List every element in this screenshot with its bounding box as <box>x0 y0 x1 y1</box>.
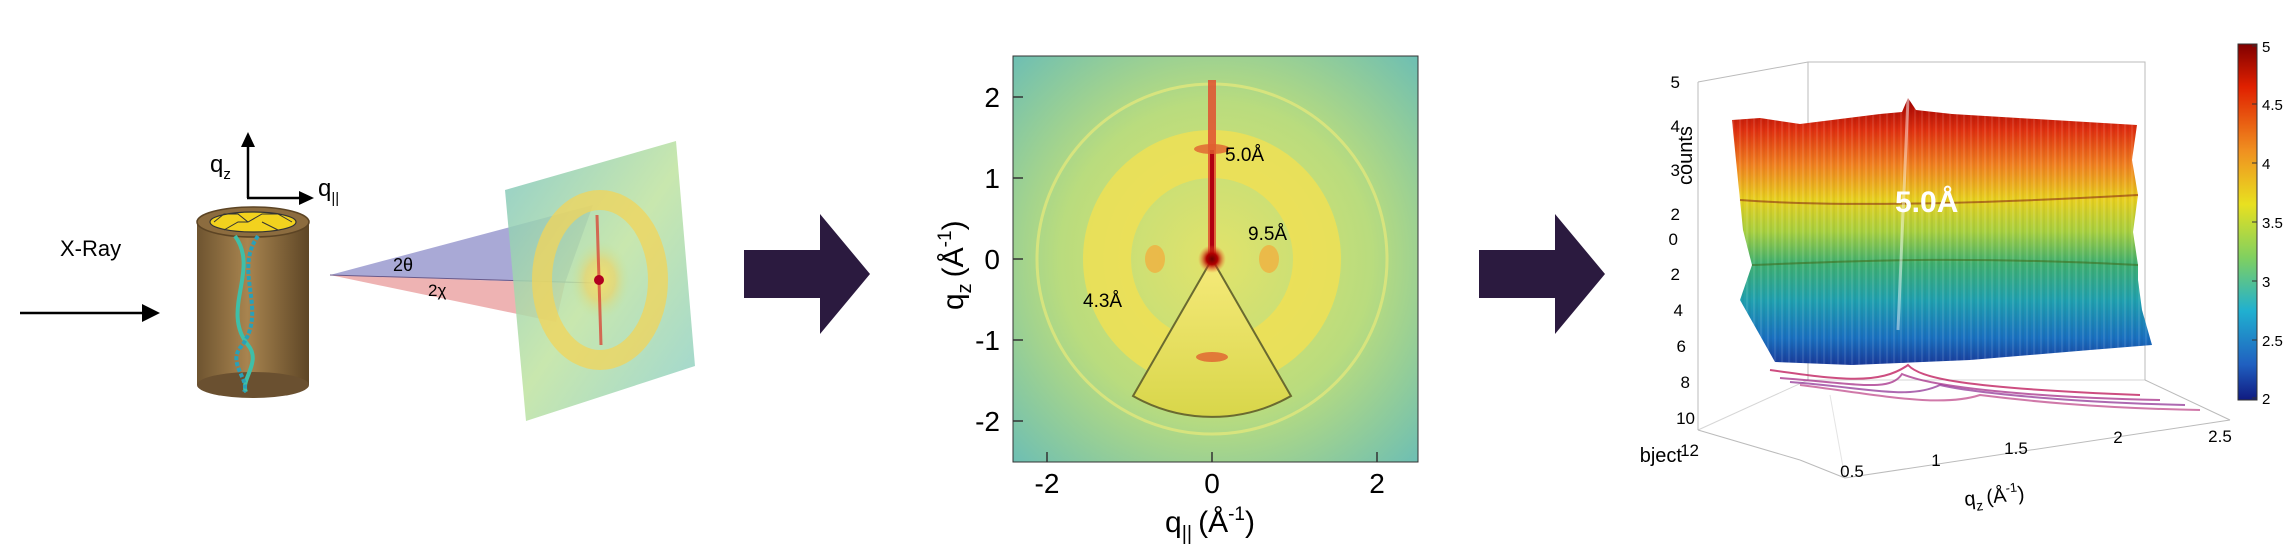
meridional-arc-bottom <box>1196 352 1228 362</box>
z-axis-label: counts <box>1675 126 1697 185</box>
diffraction-map: 5.0Å 9.5Å 4.3Å -2 0 2 2 1 0 -1 -2 q|| (Å-… <box>935 55 1419 545</box>
sample-cylinder <box>196 206 310 398</box>
colorbar-tick-label: 2 <box>2262 391 2270 408</box>
x-tick-marks <box>1046 452 1378 462</box>
x-tick-label: 0.5 <box>1840 462 1864 481</box>
surface-step-1 <box>1739 194 2139 205</box>
x-tick-label: 2 <box>1369 468 1385 499</box>
y-tick-label: -2 <box>975 406 1000 437</box>
diffraction-map-panel: 5.0Å 9.5Å 4.3Å -2 0 2 2 1 0 -1 -2 q|| (Å-… <box>900 0 1440 554</box>
box-wireframe <box>1697 61 2231 479</box>
subject-tick-label: 6 <box>1677 337 1686 356</box>
surface-plot: 5.0Å counts 5 4 3 2 0 2 4 6 8 10 12 Subj… <box>1640 39 2283 515</box>
flow-arrow-2 <box>1479 214 1605 334</box>
beamstop-wedge <box>1131 256 1293 418</box>
x-axis-exponent: -1 <box>1228 504 1245 525</box>
equatorial-spot-left <box>1145 245 1165 273</box>
qz-axis-arrowhead <box>241 132 255 147</box>
colorbar-tick-label: 5 <box>2262 39 2270 56</box>
colorbar-tick-label: 3 <box>2262 274 2270 291</box>
peak-ridge <box>1896 97 1910 331</box>
x-axis-subscript: || <box>1182 523 1192 545</box>
y-tick-label: 2 <box>984 82 1000 113</box>
svg-text:qz: qz <box>210 151 231 183</box>
qpar-axis-arrowhead <box>299 191 314 205</box>
subject-tick-label: 10 <box>1676 409 1695 428</box>
y-axis-close-paren: ) <box>937 220 970 230</box>
x-axis-label: qz(Å-1) <box>1963 479 2026 515</box>
xray-label: X-Ray <box>60 236 121 261</box>
angle-2theta-label: 2θ <box>393 255 413 275</box>
x-tick-label: 2 <box>2113 428 2122 447</box>
qpar-axis-label: q <box>318 175 331 202</box>
y-tick-marks <box>1013 96 1023 422</box>
colorbar-tick-label: 4.5 <box>2262 97 2283 114</box>
x-axis-symbol: q <box>1165 506 1182 539</box>
surface-plot-panel: 5.0Å counts 5 4 3 2 0 2 4 6 8 10 12 Subj… <box>1640 0 2287 554</box>
y-axis-exponent: -1 <box>935 230 956 247</box>
subject-tick-label: 12 <box>1680 441 1699 460</box>
x-tick-label: 2.5 <box>2208 427 2232 446</box>
angle-2chi-label: 2χ <box>428 281 446 300</box>
annotation-9-5A: 9.5Å <box>1248 224 1287 245</box>
x-axis-label: q|| (Å-1) <box>1165 504 1255 545</box>
svg-text:q||: q|| <box>318 175 339 207</box>
subject-tick-label: 8 <box>1681 373 1690 392</box>
colorbar-tick-label: 2.5 <box>2262 333 2283 350</box>
z-tick-label: 2 <box>1671 205 1680 224</box>
qz-axis-subscript: z <box>223 166 231 183</box>
y-tick-label: 1 <box>984 163 1000 194</box>
subject-tick-label: 0 <box>1669 230 1678 249</box>
peak-annotation: 5.0Å <box>1895 186 1958 219</box>
x-axis-subscript: z <box>1975 497 1984 514</box>
z-tick-label: 4 <box>1671 117 1680 136</box>
geometry-illustration: X-Ray qz q|| 2θ 2χ <box>20 132 695 421</box>
subject-axis-label: Subject <box>1640 445 1682 467</box>
floor-projections <box>1769 363 2201 411</box>
z-tick-label: 5 <box>1671 73 1680 92</box>
x-axis-unit: (Å <box>1198 506 1228 539</box>
flow-arrow-1 <box>744 214 870 334</box>
y-axis-label: qz (Å-1) <box>935 220 976 310</box>
xray-arrowhead <box>142 304 160 322</box>
y-axis-subscript: z <box>954 283 976 293</box>
colorbar-tick-marks <box>2252 45 2257 399</box>
x-axis-close-paren: ) <box>2017 483 2026 506</box>
colorbar-tick-label: 3.5 <box>2262 215 2283 232</box>
x-axis-exponent: -1 <box>2005 480 2018 496</box>
surface-ridges <box>1732 98 2152 365</box>
qz-axis-label: q <box>210 151 223 178</box>
x-tick-label: 1.5 <box>2004 439 2028 458</box>
x-tick-label: 0 <box>1204 468 1220 499</box>
x-axis-close-paren: ) <box>1245 506 1255 539</box>
x-axis-unit: (Å <box>1985 484 2008 509</box>
x-tick-label: -2 <box>1035 468 1060 499</box>
y-tick-label: 0 <box>984 244 1000 275</box>
meridional-arc-top <box>1194 144 1230 154</box>
y-tick-label: -1 <box>975 325 1000 356</box>
beam-center <box>1198 245 1226 273</box>
y-axis-unit: (Å <box>937 247 970 277</box>
geometry-panel: X-Ray qz q|| 2θ 2χ <box>0 0 720 554</box>
annotation-5A: 5.0Å <box>1225 145 1264 166</box>
colorbar-tick-label: 4 <box>2262 156 2270 173</box>
qpar-axis-subscript: || <box>331 190 339 207</box>
surface-step-2 <box>1751 258 2139 266</box>
annotation-4-3A: 4.3Å <box>1083 291 1122 312</box>
y-axis-symbol: q <box>937 293 970 310</box>
cone-2chi <box>330 275 565 322</box>
x-axis-symbol: q <box>1963 488 1976 511</box>
equatorial-spot-right <box>1259 245 1279 273</box>
subject-tick-label: 4 <box>1674 301 1683 320</box>
x-tick-label: 1 <box>1931 451 1940 470</box>
subject-tick-label: 2 <box>1671 265 1680 284</box>
z-tick-label: 3 <box>1671 161 1680 180</box>
detector-screen <box>505 141 695 421</box>
